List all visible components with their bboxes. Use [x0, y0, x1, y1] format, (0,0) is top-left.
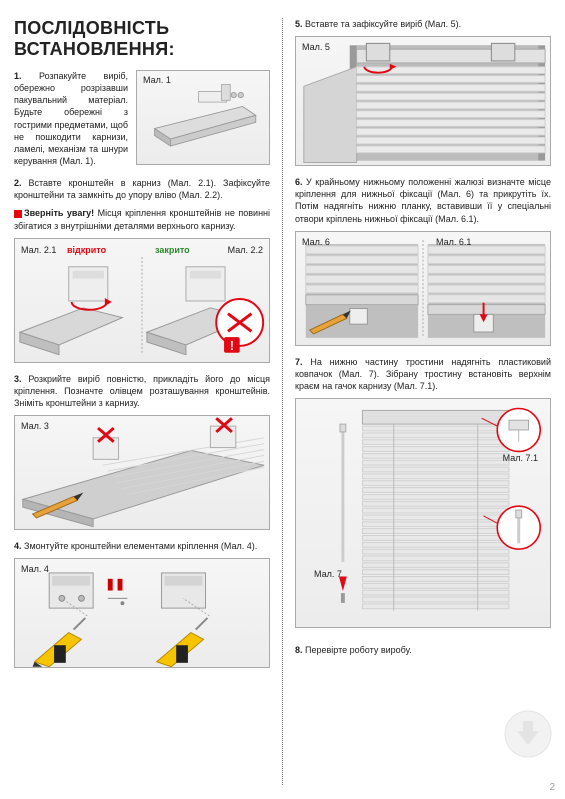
step-6-text: 6. У крайньому нижньому положенні жалюзі… — [295, 176, 551, 225]
figure-7-svg — [296, 399, 550, 627]
step-5-text: 5. Вставте та зафіксуйте виріб (Мал. 5). — [295, 18, 551, 30]
figure-7: Мал. 7 Мал. 7.1 — [295, 398, 551, 628]
figure-5-svg — [296, 37, 550, 165]
step-2-num: 2. — [14, 178, 22, 188]
warning-icon — [14, 210, 22, 218]
figure-2: Мал. 2.1 відкрито закрито Мал. 2.2 — [14, 238, 270, 363]
step-7-num: 7. — [295, 357, 303, 367]
step-4-num: 4. — [14, 541, 22, 551]
figure-3: Мал. 3 — [14, 415, 270, 530]
figure-21-label: Мал. 2.1 — [21, 245, 56, 255]
left-column: ПОСЛІДОВНІСТЬ ВСТАНОВЛЕННЯ: 1. Розпакуйт… — [14, 18, 282, 785]
step-3-text: 3. Розкрийте виріб повністю, прикладіть … — [14, 373, 270, 409]
step-4-text: 4. Змонтуйте кронштейни елементами кріпл… — [14, 540, 270, 552]
figure-2-svg: ! — [15, 239, 269, 362]
step-8-text: 8. Перевірте роботу виробу. — [295, 644, 551, 656]
page-number: 2 — [549, 782, 555, 793]
step-2-body: Вставте кронштейн в карниз (Мал. 2.1). З… — [14, 178, 270, 200]
label-open: відкрито — [67, 245, 106, 255]
step-6-num: 6. — [295, 177, 303, 187]
step-2-text: 2. Вставте кронштейн в карниз (Мал. 2.1)… — [14, 177, 270, 201]
step-4-body: Змонтуйте кронштейни елементами кріпленн… — [24, 541, 257, 551]
step-1-text: 1. Розпакуйте виріб, обережно розрізавши… — [14, 70, 128, 167]
step-7-text: 7. На нижню частину тростини надягніть п… — [295, 356, 551, 392]
figure-3-svg — [15, 416, 269, 529]
warning-label: Зверніть увагу! — [24, 208, 94, 218]
figure-4: Мал. 4 — [14, 558, 270, 668]
figure-4-svg — [15, 559, 269, 667]
figure-1-label: Мал. 1 — [143, 75, 171, 85]
figure-7-label: Мал. 7 — [314, 569, 342, 579]
step-8-num: 8. — [295, 645, 303, 655]
step-1-num: 1. — [14, 71, 22, 81]
figure-22-label: Мал. 2.2 — [228, 245, 263, 255]
figure-3-label: Мал. 3 — [21, 421, 49, 431]
step-1-body: Розпакуйте виріб, обережно розрізавши па… — [14, 71, 128, 166]
page-title: ПОСЛІДОВНІСТЬ ВСТАНОВЛЕННЯ: — [14, 18, 270, 60]
step-2-warning: Зверніть увагу! Місця кріплення кронштей… — [14, 207, 270, 231]
step-5-num: 5. — [295, 19, 303, 29]
step-7-body: На нижню частину тростини надягніть плас… — [295, 357, 551, 391]
step-1: 1. Розпакуйте виріб, обережно розрізавши… — [14, 70, 270, 167]
figure-5-label: Мал. 5 — [302, 42, 330, 52]
svg-text:!: ! — [230, 339, 234, 353]
figure-4-label: Мал. 4 — [21, 564, 49, 574]
step-5-body: Вставте та зафіксуйте виріб (Мал. 5). — [305, 19, 461, 29]
figure-61-label: Мал. 6.1 — [436, 237, 471, 247]
figure-6-svg — [296, 232, 550, 345]
figure-6-label: Мал. 6 — [302, 237, 330, 247]
figure-1: Мал. 1 — [136, 70, 270, 165]
step-8-body: Перевірте роботу виробу. — [305, 645, 412, 655]
step-6-body: У крайньому нижньому положенні жалюзі ви… — [295, 177, 551, 223]
figure-6: Мал. 6 Мал. 6.1 — [295, 231, 551, 346]
label-closed: закрито — [155, 245, 190, 255]
figure-5: Мал. 5 — [295, 36, 551, 166]
figure-71-label: Мал. 7.1 — [503, 453, 538, 463]
step-3-body: Розкрийте виріб повністю, прикладіть йог… — [14, 374, 270, 408]
step-3-num: 3. — [14, 374, 22, 384]
right-column: 5. Вставте та зафіксуйте виріб (Мал. 5).… — [283, 18, 551, 785]
